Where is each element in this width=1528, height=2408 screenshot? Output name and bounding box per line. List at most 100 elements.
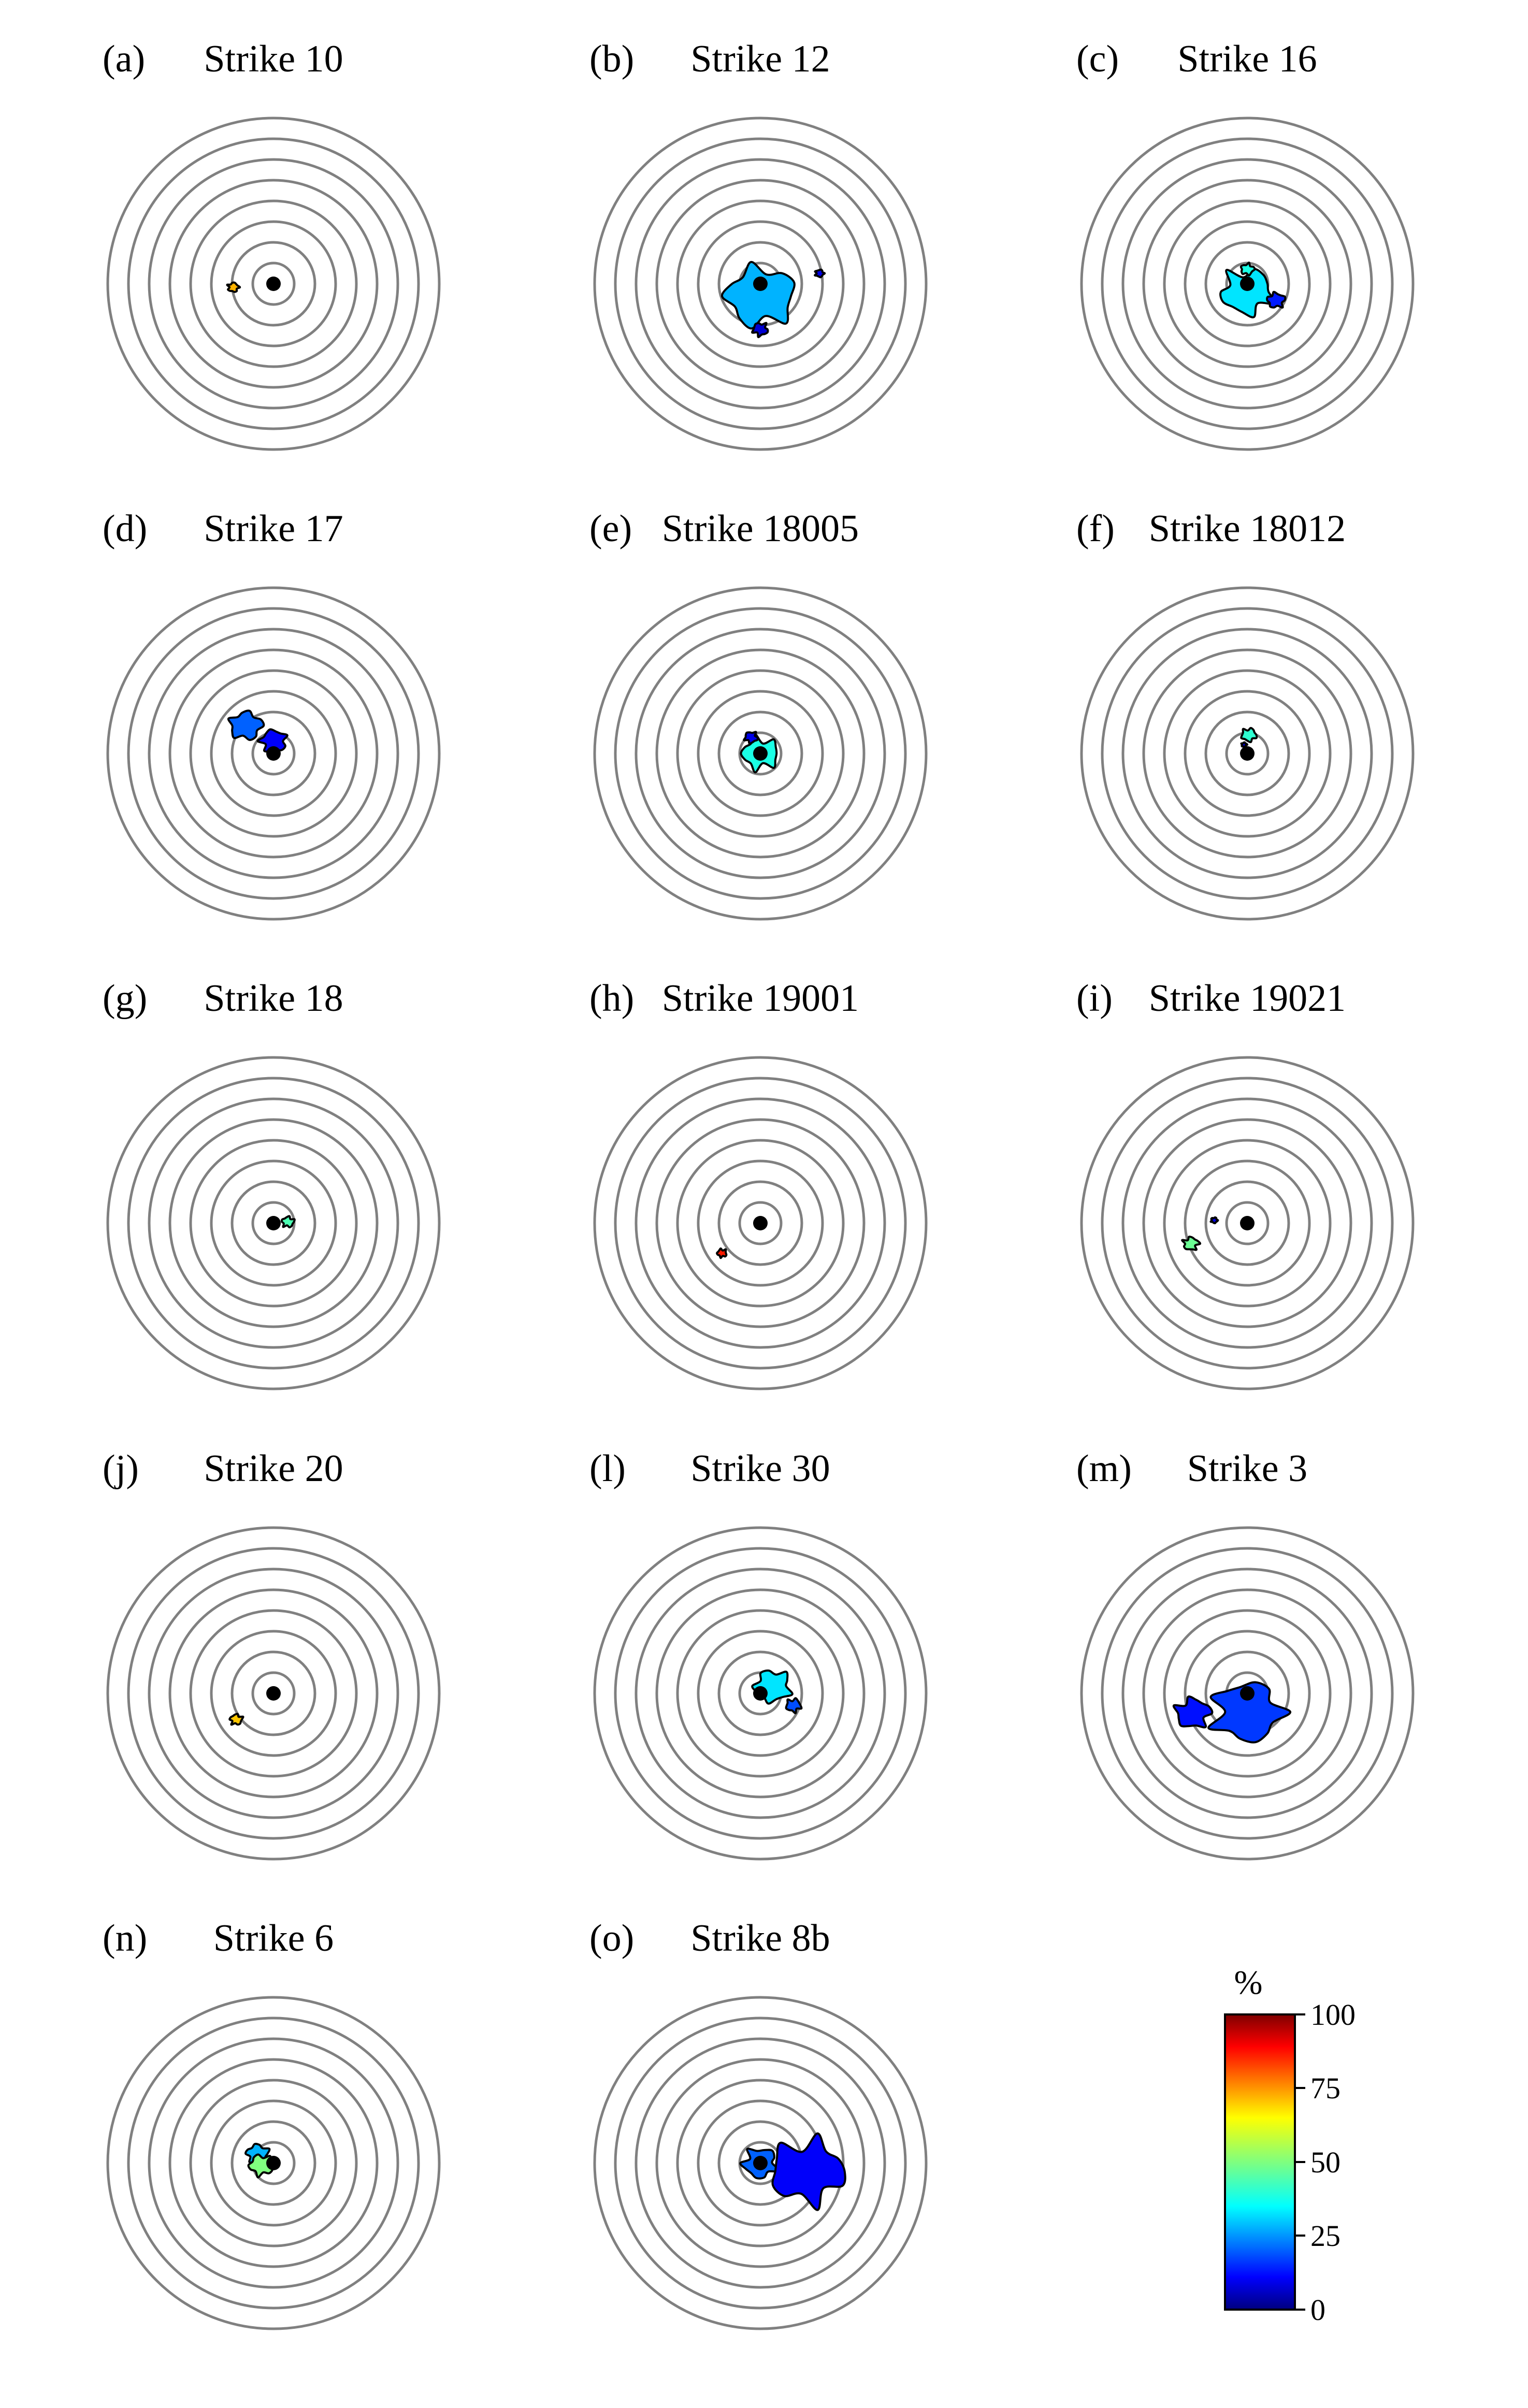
range-ring bbox=[127, 2017, 420, 2310]
percent-region bbox=[721, 260, 796, 330]
range-ring bbox=[1121, 158, 1373, 410]
strike-panel: (j) Strike 20 bbox=[103, 1447, 441, 1861]
panel-title: Strike 30 bbox=[690, 1447, 830, 1490]
percent-region bbox=[1172, 1695, 1214, 1729]
percent-region bbox=[1209, 1216, 1219, 1225]
range-ring bbox=[106, 117, 441, 451]
range-ring bbox=[697, 1630, 824, 1757]
range-ring bbox=[127, 1547, 420, 1840]
panel-title: Strike 10 bbox=[204, 38, 343, 80]
range-ring bbox=[1101, 1077, 1394, 1370]
center-dot bbox=[1240, 1216, 1255, 1230]
range-ring bbox=[593, 586, 928, 921]
center-dot bbox=[753, 1216, 768, 1230]
panel-title: Strike 8b bbox=[690, 1917, 830, 1960]
center-dot bbox=[753, 277, 768, 291]
strike-panel: (b) Strike 12 bbox=[589, 38, 928, 451]
strike-panel: (d) Strike 17 bbox=[103, 507, 441, 921]
percent-region bbox=[1219, 268, 1278, 318]
center-dot bbox=[753, 1686, 768, 1701]
colorbar: % 100 75 50 25 0 bbox=[1224, 1964, 1356, 2327]
colorbar-tick-100: 100 bbox=[1295, 1998, 1356, 2032]
range-ring bbox=[697, 220, 824, 347]
range-ring bbox=[168, 1118, 379, 1328]
range-ring bbox=[1080, 1056, 1415, 1390]
range-ring bbox=[230, 2120, 316, 2206]
colorbar-tick-50: 50 bbox=[1295, 2145, 1340, 2179]
range-ring bbox=[593, 1056, 928, 1390]
range-ring bbox=[697, 690, 824, 817]
panel-title: Strike 19001 bbox=[662, 977, 859, 1020]
range-ring bbox=[168, 179, 379, 389]
strike-panel: (a) Strike 10 bbox=[103, 38, 441, 451]
range-ring bbox=[1184, 220, 1311, 347]
range-ring bbox=[230, 1180, 316, 1266]
range-ring bbox=[655, 1118, 866, 1328]
range-ring bbox=[189, 1139, 358, 1308]
range-ring bbox=[210, 220, 337, 347]
panel-letter: (d) bbox=[103, 507, 147, 550]
percent-region bbox=[1181, 1236, 1202, 1251]
range-ring bbox=[655, 1588, 866, 1798]
strike-panel: (l) Strike 30 bbox=[589, 1447, 928, 1861]
percent-region bbox=[281, 1215, 296, 1228]
range-ring bbox=[1121, 1568, 1373, 1819]
panel-title: Strike 17 bbox=[204, 507, 343, 550]
range-ring bbox=[106, 1526, 441, 1861]
range-ring bbox=[210, 1630, 337, 1757]
percent-region bbox=[226, 281, 241, 293]
range-ring bbox=[676, 1609, 845, 1778]
panel-title: Strike 6 bbox=[213, 1917, 334, 1960]
range-ring bbox=[106, 1996, 441, 2330]
range-ring bbox=[189, 199, 358, 368]
range-ring bbox=[717, 710, 803, 796]
strike-panel: (i) Strike 19021 bbox=[1076, 977, 1415, 1390]
range-ring bbox=[168, 1588, 379, 1798]
strike-panel: (c) Strike 16 bbox=[1076, 38, 1415, 451]
range-ring bbox=[1101, 607, 1394, 900]
range-ring bbox=[635, 158, 886, 410]
strike-panel: (e) Strike 18005 bbox=[589, 507, 928, 921]
range-ring bbox=[1163, 1139, 1332, 1308]
panel-title: Strike 3 bbox=[1187, 1447, 1307, 1490]
percent-region bbox=[227, 709, 265, 741]
range-ring bbox=[210, 2099, 337, 2227]
panel-letter: (n) bbox=[103, 1917, 147, 1960]
center-dot bbox=[1240, 746, 1255, 761]
range-ring bbox=[230, 1650, 316, 1736]
colorbar-gradient bbox=[1224, 2013, 1296, 2311]
panel-letter: (l) bbox=[589, 1447, 626, 1490]
colorbar-tick-0: 0 bbox=[1295, 2293, 1325, 2327]
range-ring bbox=[614, 137, 907, 430]
colorbar-tick-75: 75 bbox=[1295, 2071, 1340, 2105]
colorbar-tick-label: 100 bbox=[1310, 1998, 1356, 2032]
range-ring bbox=[1142, 179, 1352, 389]
center-dot bbox=[266, 2156, 281, 2170]
range-ring bbox=[655, 648, 866, 859]
panel-title: Strike 18012 bbox=[1149, 507, 1346, 550]
range-ring bbox=[635, 2037, 886, 2289]
colorbar-unit-label: % bbox=[1234, 1964, 1263, 2001]
percent-region bbox=[814, 268, 826, 279]
strike-panel: (n) Strike 6 bbox=[103, 1917, 441, 2330]
percent-region bbox=[785, 1697, 803, 1715]
center-dot bbox=[1240, 1686, 1255, 1701]
range-ring bbox=[1101, 1547, 1394, 1840]
range-ring bbox=[1184, 690, 1311, 817]
panel-grid: (a) Strike 10 (b) Strike 12 (c) Strike 16 (d) S… bbox=[103, 38, 1415, 2330]
range-ring bbox=[614, 1077, 907, 1370]
center-dot bbox=[266, 1216, 281, 1230]
range-ring bbox=[1101, 137, 1394, 430]
strike-panel: (m) Strike 3 bbox=[1076, 1447, 1415, 1861]
center-dot bbox=[266, 1686, 281, 1701]
colorbar-tick-label: 25 bbox=[1310, 2219, 1340, 2253]
range-ring bbox=[127, 137, 420, 430]
range-ring bbox=[635, 628, 886, 879]
percent-region bbox=[716, 1247, 728, 1259]
percent-region bbox=[1239, 262, 1256, 277]
range-ring bbox=[148, 158, 399, 410]
range-ring bbox=[127, 607, 420, 900]
range-ring bbox=[251, 1671, 296, 1716]
range-ring bbox=[1204, 1180, 1290, 1266]
panel-letter: (c) bbox=[1076, 38, 1119, 80]
